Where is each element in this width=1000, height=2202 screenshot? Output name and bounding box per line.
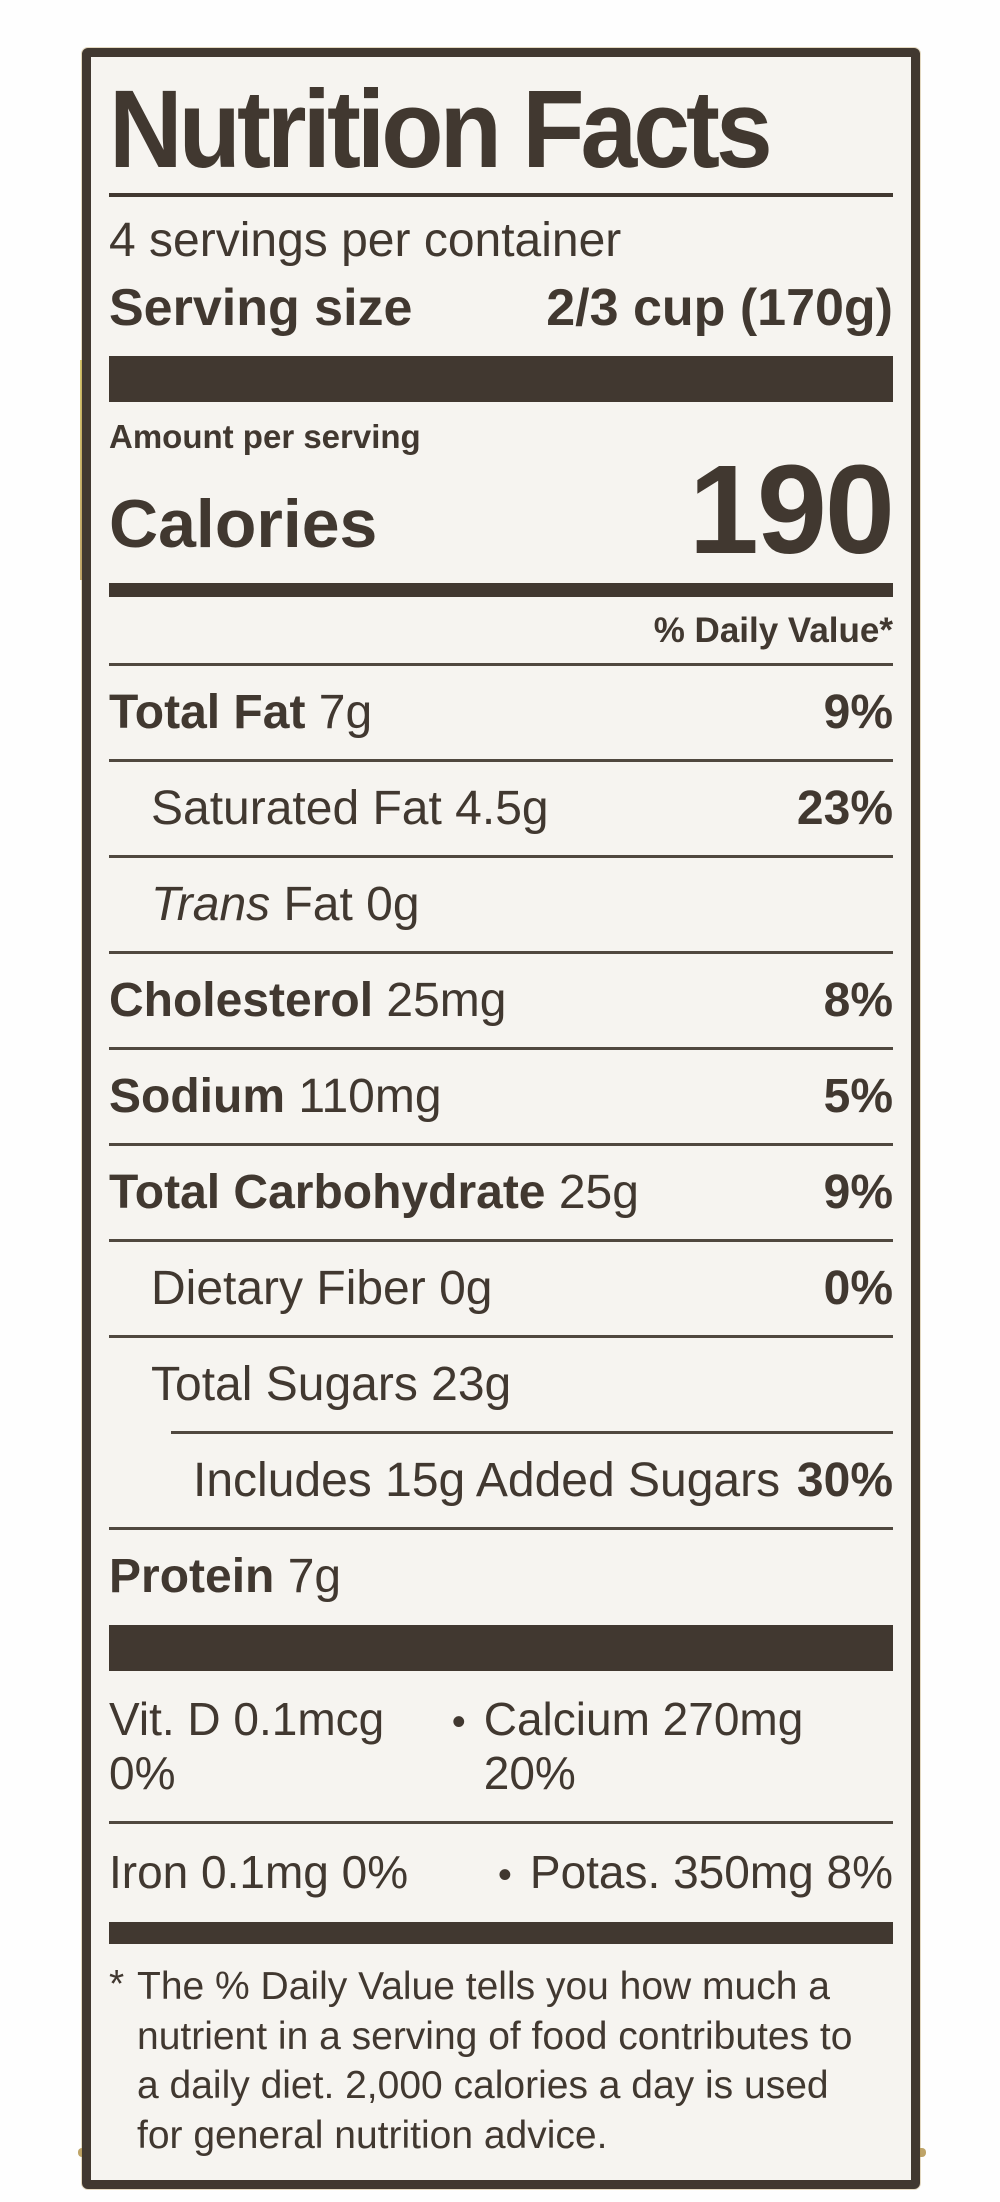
panel-title: Nutrition Facts <box>109 67 773 191</box>
row-separator <box>109 759 893 763</box>
nutrient-row: Total Fat 7g 9% <box>109 666 893 759</box>
thick-divider-top <box>109 356 893 403</box>
nutrient-row: Saturated Fat 4.5g 23% <box>109 762 893 855</box>
nutrient-name-amount: Total Fat 7g <box>109 686 373 740</box>
nutrient-row: Dietary Fiber 0g 0% <box>109 1242 893 1335</box>
rule-under-title <box>109 193 893 198</box>
nutrient-name-amount: Cholesterol 25mg <box>109 974 507 1028</box>
micronutrient-rows-section: Vit. D 0.1mcg 0% • Calcium 270mg 20% Iro… <box>109 1671 893 1920</box>
nutrient-row: Total Carbohydrate 25g 9% <box>109 1146 893 1239</box>
row-separator <box>109 1047 893 1051</box>
nutrient-daily-value: 9% <box>823 686 893 740</box>
row-separator <box>109 951 893 955</box>
amount-per-serving-label: Amount per serving <box>109 418 421 456</box>
nutrient-daily-value: 0% <box>823 1262 893 1316</box>
nutrient-name-amount: Sodium 110mg <box>109 1070 442 1124</box>
nutrient-row: Sodium 110mg 5% <box>109 1050 893 1143</box>
daily-value-footnote: * The % Daily Value tells you how much a… <box>109 1962 879 2160</box>
calories-row: Calories 190 <box>109 439 895 581</box>
nutrient-daily-value: 8% <box>823 974 893 1028</box>
serving-size-value: 2/3 cup (170g) <box>546 279 893 338</box>
row-separator <box>109 1821 893 1825</box>
nutrient-daily-value: 30% <box>796 1454 893 1508</box>
micronutrient-right-group: • Potas. 350mg 8% <box>498 1845 893 1899</box>
micronutrient-right: Calcium 270mg 20% <box>483 1693 804 1800</box>
row-separator <box>109 855 893 859</box>
row-separator <box>109 1527 893 1531</box>
nutrient-name-amount: Includes 15g Added Sugars <box>193 1454 781 1508</box>
row-separator <box>109 1335 893 1339</box>
footnote-asterisk: * <box>109 1963 125 2007</box>
nutrient-name-amount: Dietary Fiber 0g <box>151 1262 493 1316</box>
row-separator <box>171 1431 893 1435</box>
micronutrient-left: Vit. D 0.1mcg 0% <box>109 1693 385 1800</box>
serving-size-row: Serving size 2/3 cup (170g) <box>109 278 893 338</box>
nutrient-daily-value: 23% <box>796 782 893 836</box>
medium-divider-footnote <box>109 1922 893 1945</box>
row-separator <box>109 663 893 667</box>
footnote-text: The % Daily Value tells you how much a n… <box>137 1965 853 2157</box>
nutrient-name-amount: Total Carbohydrate 25g <box>109 1166 639 1220</box>
nutrient-name-amount: Total Sugars 23g <box>151 1358 512 1412</box>
nutrient-row: Protein 7g <box>109 1530 893 1623</box>
calories-label: Calories <box>109 485 378 562</box>
nutrient-name-amount: Trans Fat 0g <box>151 878 420 932</box>
bullet-icon: • <box>497 1853 512 1898</box>
micronutrient-right-group: • Calcium 270mg 20% <box>452 1692 893 1800</box>
row-separator <box>109 1143 893 1147</box>
nutrient-row: Total Sugars 23g <box>109 1338 893 1431</box>
nutrient-row: Includes 15g Added Sugars 30% <box>109 1434 893 1527</box>
thick-divider-bottom <box>109 1625 893 1672</box>
micronutrient-left: Iron 0.1mg 0% <box>109 1846 409 1899</box>
nutrient-name-amount: Saturated Fat 4.5g <box>151 782 549 836</box>
serving-size-label: Serving size <box>109 279 413 338</box>
servings-per-container: 4 servings per container <box>109 214 622 268</box>
bullet-icon: • <box>451 1700 466 1745</box>
nutrient-rows-section: Total Fat 7g 9% Saturated Fat 4.5g 23% T… <box>109 663 893 1623</box>
nutrient-daily-value: 5% <box>823 1070 893 1124</box>
micronutrient-right: Potas. 350mg 8% <box>529 1846 893 1899</box>
row-separator <box>109 1239 893 1243</box>
daily-value-header: % Daily Value* <box>653 611 893 651</box>
micronutrient-row: Vit. D 0.1mcg 0% • Calcium 270mg 20% <box>109 1671 893 1821</box>
nutrient-row: Trans Fat 0g <box>109 858 893 951</box>
nutrient-row: Cholesterol 25mg 8% <box>109 954 893 1047</box>
nutrient-daily-value: 9% <box>823 1166 893 1220</box>
nutrition-facts-panel: Nutrition Facts 4 servings per container… <box>82 48 920 2190</box>
calories-value: 190 <box>688 439 895 581</box>
micronutrient-row: Iron 0.1mg 0% • Potas. 350mg 8% <box>109 1824 893 1920</box>
rule-under-calories <box>109 583 893 598</box>
nutrient-name-amount: Protein 7g <box>109 1550 342 1604</box>
